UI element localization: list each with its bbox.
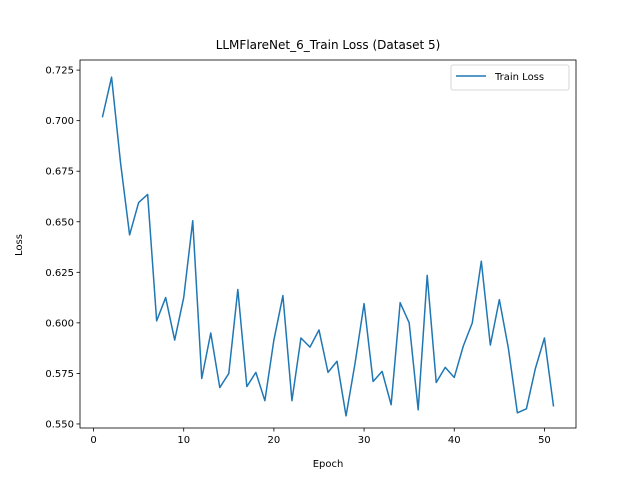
plot-area [79, 59, 577, 429]
legend: Train Loss [450, 64, 570, 91]
plot-frame [79, 59, 577, 429]
x-tick-label: 10 [177, 435, 190, 446]
x-tick-label: 30 [358, 435, 371, 446]
legend-box [450, 64, 570, 91]
y-tick-label: 0.725 [45, 66, 74, 77]
x-tick-label: 50 [538, 435, 551, 446]
y-tick-label: 0.550 [45, 419, 74, 430]
x-tick-label: 40 [448, 435, 461, 446]
y-axis-label: Loss [14, 234, 25, 256]
x-tick-label: 20 [268, 435, 281, 446]
y-tick-label: 0.675 [45, 167, 74, 178]
y-tick-label: 0.625 [45, 268, 74, 279]
x-axis-label: Epoch [313, 459, 344, 470]
y-tick-label: 0.600 [45, 318, 74, 329]
y-axis-ticks: 0.550 0.575 0.600 0.625 0.650 0.675 0.700 0.725 [45, 66, 80, 430]
legend-label-train-loss: Train Loss [494, 72, 544, 83]
series-line-train-loss [101, 76, 555, 417]
y-tick-label: 0.700 [45, 116, 74, 127]
x-axis-ticks: 0 10 20 30 40 50 [90, 428, 551, 446]
chart-title: LLMFlareNet_6_Train Loss (Dataset 5) [216, 38, 441, 52]
y-tick-label: 0.575 [45, 369, 74, 380]
y-tick-label: 0.650 [45, 217, 74, 228]
x-tick-label: 0 [90, 435, 96, 446]
